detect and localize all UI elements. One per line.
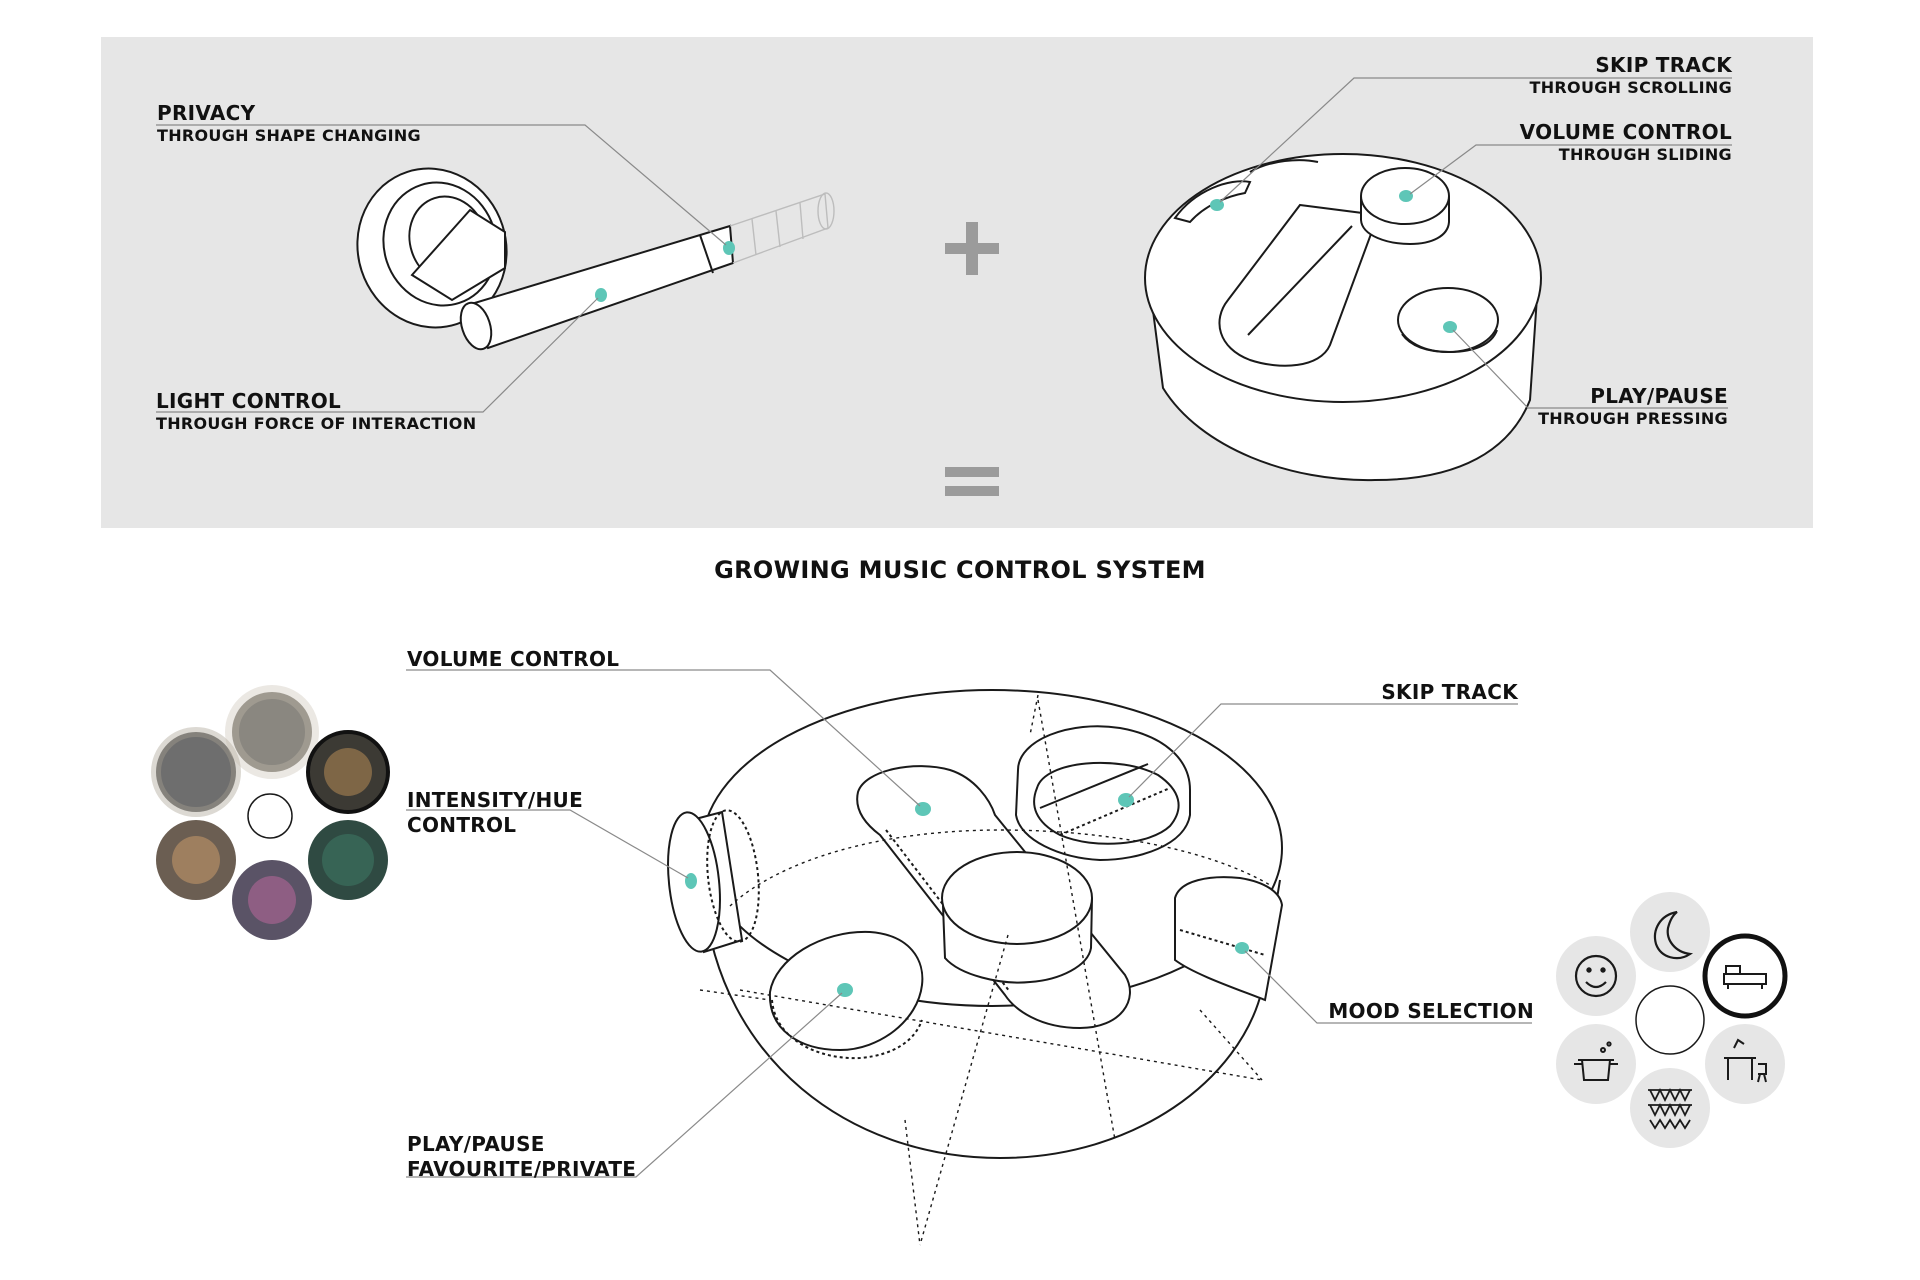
label-skip-track: SKIP TRACK THROUGH SCROLLING [1530,55,1732,96]
skip-scroll-notch [1173,180,1252,224]
label-title: SKIP TRACK [1595,53,1732,77]
door-handle [356,167,735,351]
label-play-pause-bottom: PLAY/PAUSE FAVOURITE/PRIVATE [407,1132,636,1182]
bottom-leaders [406,669,1532,1178]
label-title: VOLUME CONTROL [1519,120,1732,144]
system-title: GROWING MUSIC CONTROL SYSTEM [714,556,1206,584]
label-title: PLAY/PAUSE [1590,384,1728,408]
label-privacy: PRIVACY THROUGH SHAPE CHANGING [157,103,421,144]
label-volume-control: VOLUME CONTROL THROUGH SLIDING [1520,122,1732,163]
label-play-pause: PLAY/PAUSE THROUGH PRESSING [1538,386,1728,427]
mood-wheel [1174,876,1284,1002]
friends-photo [156,732,236,812]
sleeping-photo [232,692,312,772]
cooking-pot-icon [1574,1041,1618,1081]
sofa-icon [1723,965,1767,989]
label-line-1: PLAY/PAUSE [407,1132,545,1156]
bottom-puck [667,689,1284,1160]
skip-track-roller-line [1039,763,1149,809]
label-line-2: CONTROL [407,813,517,837]
handle-lever [466,224,735,350]
label-skip-track-bottom: SKIP TRACK [1381,680,1518,704]
volume-dot [1399,190,1413,202]
bottom-dots [685,793,1249,997]
label-subtitle: THROUGH SCROLLING [1529,78,1732,97]
play-well-inner [1401,329,1498,354]
play-well [1397,287,1499,353]
handle-ghost-segments [729,192,835,264]
photo-wheel [151,685,390,940]
mood-icon-wheel [1556,892,1788,1148]
equals-icon [945,467,999,496]
volume-slot-inner [1247,225,1353,336]
label-mood-selection: MOOD SELECTION [1328,999,1534,1023]
label-volume-control-bottom: VOLUME CONTROL [407,647,620,671]
label-title: PRIVACY [157,101,256,125]
label-line-1: INTENSITY/HUE [407,788,584,812]
label-subtitle: THROUGH SLIDING [1558,145,1732,164]
bunting-icon [1648,1087,1692,1130]
label-intensity-hue: INTENSITY/HUE CONTROL [407,788,583,838]
smiley-icon [1574,954,1618,998]
top-puck [1144,153,1542,482]
handle-lever-end [459,301,493,351]
label-title: LIGHT CONTROL [156,389,342,413]
bottom-hidden-lines [699,694,1271,1246]
label-line-2: FAVOURITE/PRIVATE [407,1157,637,1181]
puck-leaders [1219,77,1732,409]
desk-icon [1724,1038,1767,1083]
moon-icon [1653,910,1694,960]
mood-wheel-center-puck [1635,985,1705,1055]
label-subtitle: THROUGH FORCE OF INTERACTION [156,414,477,433]
handle-stem [410,208,506,302]
label-subtitle: THROUGH PRESSING [1538,409,1728,428]
center-knob-top [941,851,1093,945]
privacy-dot [723,241,735,255]
photo-wheel-center-puck [247,793,293,839]
label-light-control: LIGHT CONTROL THROUGH FORCE OF INTERACTI… [156,391,476,432]
volume-slot [1218,203,1380,367]
label-subtitle: THROUGH SHAPE CHANGING [157,126,421,145]
hue-dot [685,873,697,889]
skip-track-window [1014,725,1191,862]
handle-leaders [156,124,727,413]
handle-segment-line [699,234,714,274]
plus-icon [945,222,999,275]
